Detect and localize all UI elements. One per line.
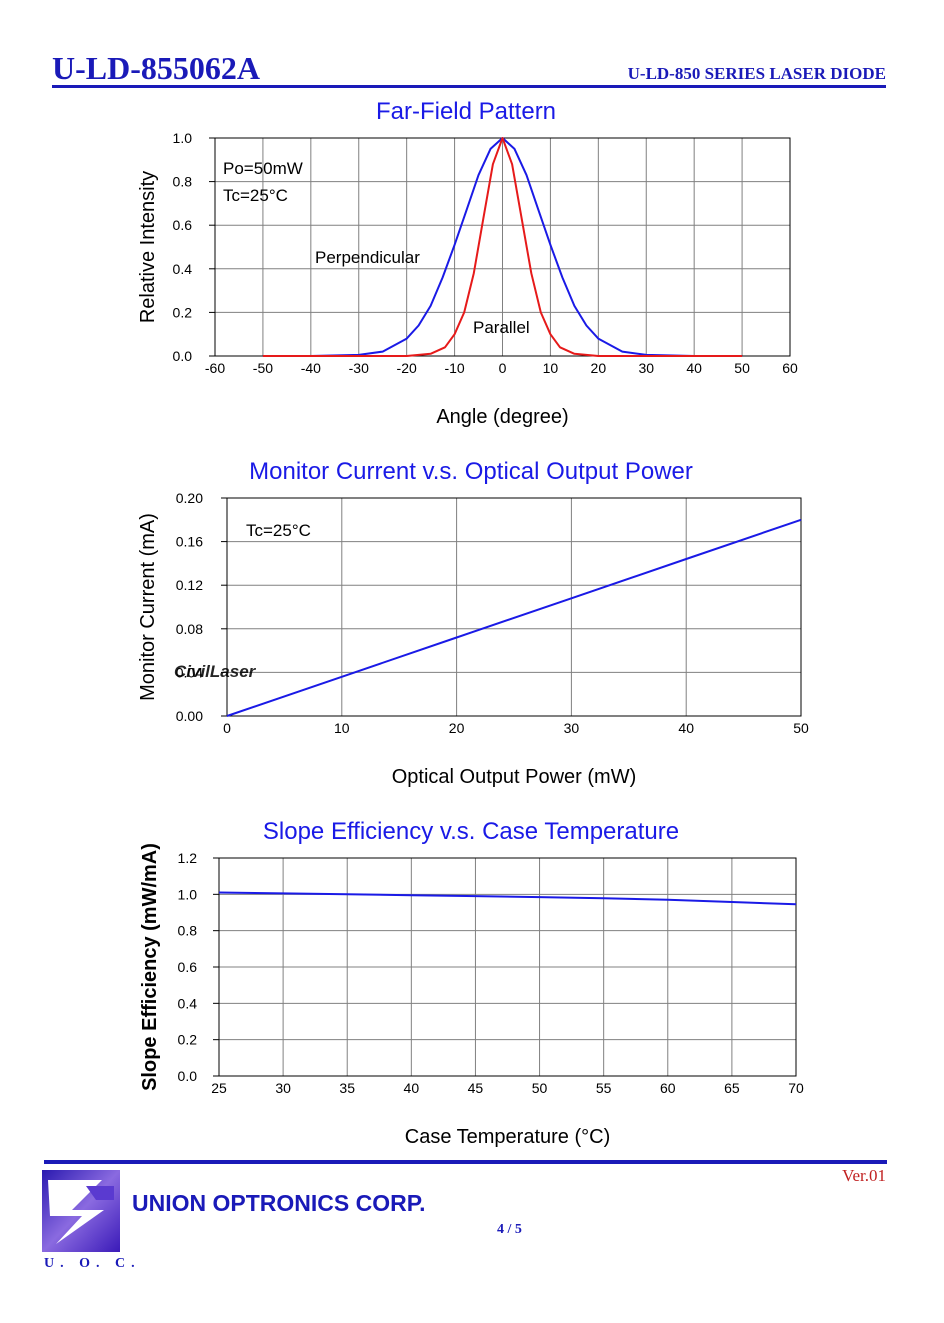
x-tick-label: 35	[339, 1080, 355, 1096]
x-tick-label: -10	[444, 360, 464, 376]
company-name: UNION OPTRONICS CORP.	[132, 1190, 426, 1216]
watermark-text: CivilLaser	[174, 662, 257, 681]
x-tick-label: 0	[223, 720, 231, 736]
x-tick-label: -60	[205, 360, 225, 376]
x-tick-label: 60	[782, 360, 798, 376]
y-tick-label: 0.04	[176, 664, 203, 680]
x-tick-label: 50	[532, 1080, 548, 1096]
series-line	[226, 518, 802, 717]
y-tick-label: 0.6	[173, 217, 193, 233]
y-axis-label: Monitor Current (mA)	[137, 513, 159, 701]
annotation-text: Tc=25°C	[223, 186, 288, 205]
x-tick-label: 30	[564, 720, 580, 736]
x-axis-label: Optical Output Power (mW)	[392, 766, 637, 788]
y-tick-label: 0.00	[176, 708, 203, 724]
series-line	[218, 891, 797, 906]
x-tick-label: 20	[591, 360, 607, 376]
y-tick-label: 0.20	[176, 490, 203, 506]
plot-frame	[218, 857, 797, 1077]
y-tick-label: 0.0	[178, 1068, 198, 1084]
header-rule	[52, 85, 886, 88]
x-tick-label: 40	[678, 720, 694, 736]
series-line	[262, 137, 743, 357]
y-tick-label: 0.8	[178, 923, 198, 939]
x-tick-label: -30	[349, 360, 369, 376]
x-axis-label: Case Temperature (°C)	[405, 1126, 610, 1148]
x-tick-label: 10	[543, 360, 559, 376]
chart-title: Slope Efficiency v.s. Case Temperature	[263, 818, 679, 845]
x-tick-label: 65	[724, 1080, 740, 1096]
y-tick-label: 0.12	[176, 577, 203, 593]
x-tick-label: 10	[334, 720, 350, 736]
plot-frame	[226, 497, 802, 717]
x-tick-label: 45	[468, 1080, 484, 1096]
monitor-current-chart: Monitor Current v.s. Optical Output Powe…	[137, 458, 809, 788]
annotation-text: Tc=25°C	[246, 521, 311, 540]
footer-rule	[44, 1160, 887, 1164]
y-tick-label: 0.4	[173, 261, 193, 277]
page-number: 4 / 5	[497, 1222, 522, 1237]
x-tick-label: 60	[660, 1080, 676, 1096]
x-tick-label: 40	[686, 360, 702, 376]
x-tick-label: 0	[499, 360, 507, 376]
y-tick-label: 0.2	[173, 304, 193, 320]
y-tick-label: 1.0	[173, 130, 193, 146]
chart-title: Far-Field Pattern	[376, 98, 556, 125]
x-tick-label: 40	[404, 1080, 420, 1096]
x-tick-label: 55	[596, 1080, 612, 1096]
slope-efficiency-chart: Slope Efficiency v.s. Case Temperature 25…	[139, 818, 804, 1148]
x-axis-label: Angle (degree)	[436, 406, 568, 428]
x-tick-label: 25	[211, 1080, 227, 1096]
series-label: Parallel	[473, 318, 530, 337]
y-axis-label: Relative Intensity	[137, 171, 159, 323]
x-tick-label: -20	[397, 360, 417, 376]
far-field-chart: Far-Field Pattern -60 -50 -40 -30 -20 -10 0 10 20…	[137, 98, 798, 428]
series-title: U-LD-850 SERIES LASER DIODE	[627, 64, 886, 83]
part-number: U-LD-855062A	[52, 50, 260, 86]
y-tick-label: 0.16	[176, 534, 203, 550]
x-tick-label: -50	[253, 360, 273, 376]
x-tick-label: 20	[449, 720, 465, 736]
y-tick-label: 1.2	[178, 850, 198, 866]
y-tick-label: 0.0	[173, 348, 193, 364]
series-label: Perpendicular	[315, 248, 420, 267]
y-tick-label: 0.4	[178, 995, 198, 1011]
y-tick-label: 1.0	[178, 886, 198, 902]
y-tick-label: 0.2	[178, 1032, 198, 1048]
x-tick-label: -40	[301, 360, 321, 376]
x-tick-label: 30	[275, 1080, 291, 1096]
chart-title: Monitor Current v.s. Optical Output Powe…	[249, 458, 693, 485]
x-tick-label: 70	[788, 1080, 804, 1096]
y-tick-label: 0.08	[176, 621, 203, 637]
annotation-text: Po=50mW	[223, 159, 303, 178]
logo-abbreviation: U. O. C.	[44, 1256, 141, 1271]
y-tick-label: 0.8	[173, 174, 193, 190]
y-axis-label: Slope Efficiency (mW/mA)	[139, 843, 161, 1091]
x-tick-label: 30	[638, 360, 654, 376]
x-tick-label: 50	[793, 720, 809, 736]
y-tick-label: 0.6	[178, 959, 198, 975]
version-label: Ver.01	[842, 1166, 886, 1185]
x-tick-label: 50	[734, 360, 750, 376]
uoc-logo-icon	[42, 1170, 120, 1252]
